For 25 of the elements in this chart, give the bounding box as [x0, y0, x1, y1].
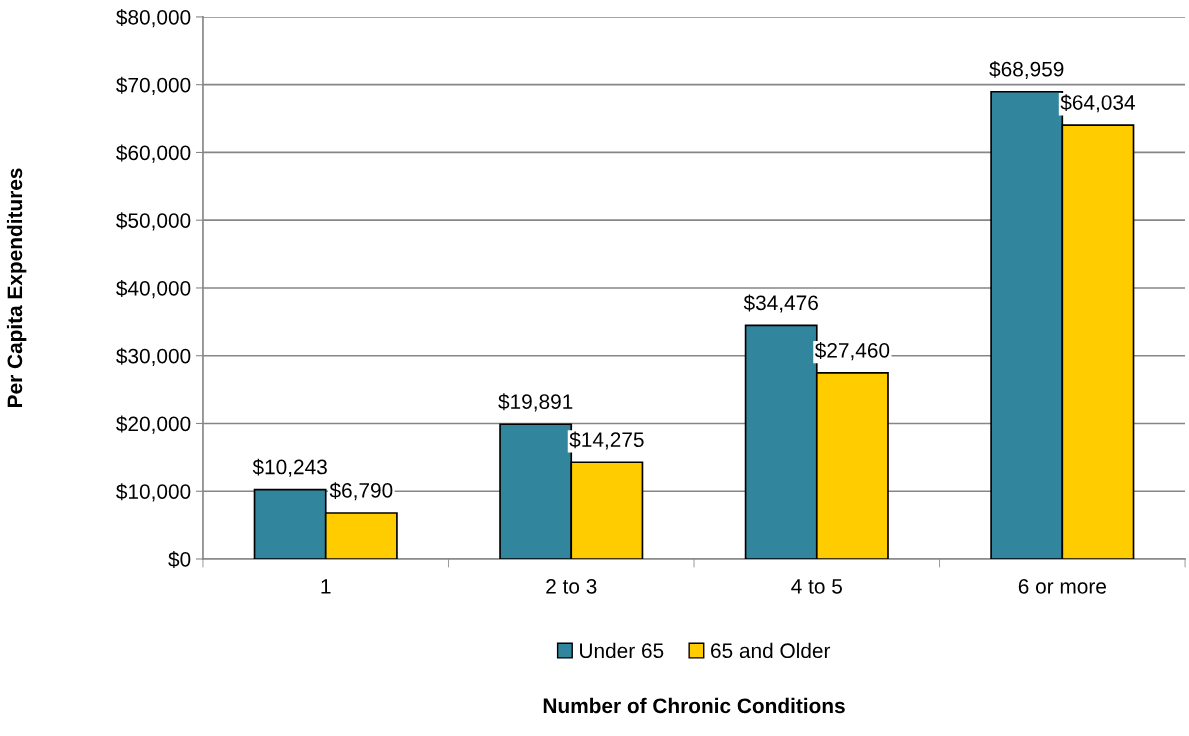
data-label: $68,959 — [989, 60, 1064, 79]
data-label: $27,460 — [814, 342, 890, 361]
data-label: $6,790 — [329, 482, 393, 501]
data-label: $19,891 — [498, 393, 573, 412]
y-tick-label: $30,000 — [116, 347, 191, 366]
x-tick-label: 1 — [321, 579, 331, 594]
x-tick-label: 4 to 5 — [791, 579, 842, 594]
y-tick-label: $0 — [168, 551, 191, 568]
x-tick-label: 6 or more — [1018, 578, 1106, 594]
y-tick-label: $20,000 — [116, 415, 191, 434]
legend-label: Under 65 — [580, 642, 664, 659]
data-label: $64,034 — [1060, 94, 1135, 113]
y-axis-title: Per Capita Expenditures — [6, 168, 27, 407]
data-label: $14,275 — [569, 431, 644, 450]
y-tick-label: $80,000 — [116, 9, 191, 28]
y-tick-label: $40,000 — [116, 280, 191, 299]
y-tick-label: $50,000 — [116, 212, 191, 231]
legend-label: 65 and Older — [711, 642, 831, 659]
y-tick-label: $10,000 — [116, 483, 191, 502]
y-tick-label: $60,000 — [116, 144, 191, 163]
data-label: $34,476 — [743, 294, 818, 313]
data-label: $10,243 — [252, 458, 327, 477]
x-axis-title: Number of Chronic Conditions — [543, 697, 845, 714]
x-tick-label: 2 to 3 — [546, 578, 597, 594]
y-tick-label: $70,000 — [116, 76, 191, 95]
